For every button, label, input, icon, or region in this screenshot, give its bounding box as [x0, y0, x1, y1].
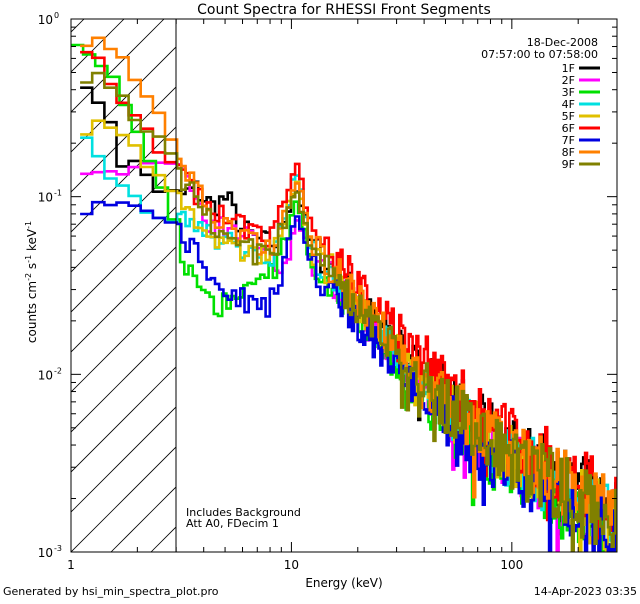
y-tick-label: 10: [38, 368, 53, 382]
annotation-background: Includes Background: [186, 506, 301, 519]
y-tick-label: 10: [38, 546, 53, 560]
date-label: 18-Dec-2008: [527, 36, 598, 49]
hatch-line: [71, 206, 176, 313]
y-axis-label-exp1: -2: [24, 273, 33, 281]
y-tick-label-exponent: -3: [54, 544, 62, 553]
time-range-label: 07:57:00 to 07:58:00: [481, 48, 598, 61]
x-tick-label: 10: [284, 558, 299, 572]
series-layer: [71, 36, 617, 552]
x-axis-label: Energy (keV): [305, 576, 382, 590]
annotation-attenuator: Att A0, FDecim 1: [186, 517, 279, 530]
timestamp-label: 14-Apr-2023 03:35: [534, 585, 637, 598]
hatch-line: [71, 446, 176, 552]
y-axis-label: counts cm-2 s-1 keV-1: [24, 221, 39, 343]
y-tick-label-exponent: -2: [54, 366, 62, 375]
legend-label-9F: 9F: [562, 158, 575, 171]
legend-label-5F: 5F: [562, 110, 575, 123]
y-tick-label: 10: [38, 13, 53, 27]
legend-label-8F: 8F: [562, 146, 575, 159]
legend-label-7F: 7F: [562, 134, 575, 147]
x-tick-label: 100: [500, 558, 523, 572]
legend-label-6F: 6F: [562, 122, 575, 135]
y-tick-label: 10: [38, 191, 53, 205]
x-tick-label: 1: [67, 558, 75, 572]
hatch-line: [71, 46, 176, 153]
plot-frame: [70, 18, 618, 553]
y-tick-label-exponent: -1: [54, 189, 62, 198]
hatched-region: [71, 19, 176, 552]
y-axis-label-mid2: keV: [25, 228, 39, 255]
series-9F: [80, 71, 617, 552]
hatch-line: [71, 366, 176, 473]
generated-by-label: Generated by hsi_min_spectra_plot.pro: [3, 585, 219, 598]
legend-label-2F: 2F: [562, 74, 575, 87]
y-axis-label-base: counts cm: [25, 281, 39, 343]
y-axis-label-exp3: -1: [24, 221, 33, 229]
legend-label-4F: 4F: [562, 98, 575, 111]
y-tick-label-exponent: 0: [54, 11, 59, 20]
chart-title: Count Spectra for RHESSI Front Segments: [197, 2, 491, 18]
hatch-line: [71, 406, 176, 513]
legend-label-1F: 1F: [562, 62, 575, 75]
y-axis-label-exp2: -1: [24, 255, 33, 263]
hatch-line: [71, 19, 165, 113]
legend-label-3F: 3F: [562, 86, 575, 99]
y-axis-label-mid1: s: [25, 263, 39, 273]
hatch-line: [71, 246, 176, 353]
axis-ticks: [70, 18, 618, 553]
